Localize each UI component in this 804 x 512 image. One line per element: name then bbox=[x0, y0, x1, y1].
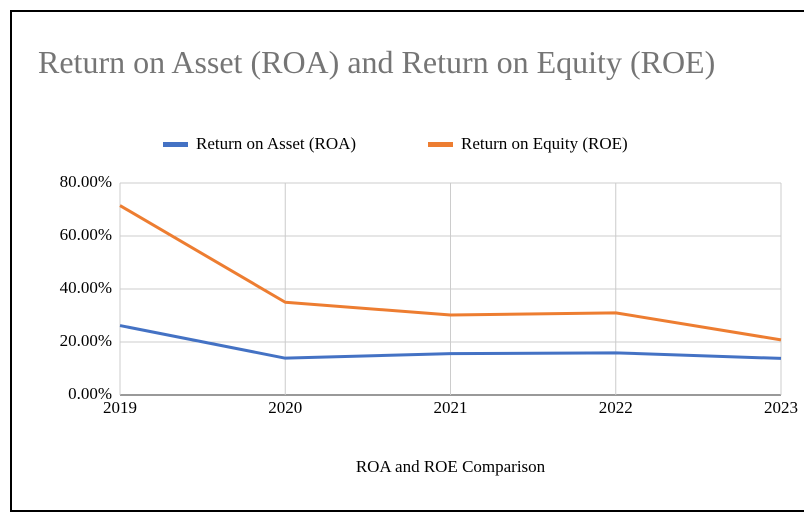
x-tick-label: 2019 bbox=[103, 398, 137, 417]
y-tick-label: 20.00% bbox=[60, 331, 112, 350]
x-tick-label: 2022 bbox=[599, 398, 633, 417]
y-tick-label: 0.00% bbox=[68, 384, 112, 403]
legend-label: Return on Asset (ROA) bbox=[196, 134, 356, 153]
x-axis-label: ROA and ROE Comparison bbox=[356, 457, 546, 476]
y-tick-label: 40.00% bbox=[60, 278, 112, 297]
legend-swatch bbox=[163, 142, 188, 147]
legend-swatch bbox=[428, 142, 453, 147]
y-tick-label: 60.00% bbox=[60, 225, 112, 244]
legend-label: Return on Equity (ROE) bbox=[461, 134, 628, 153]
y-tick-label: 80.00% bbox=[60, 172, 112, 191]
x-tick-label: 2023 bbox=[764, 398, 798, 417]
line bbox=[119, 324, 782, 360]
chart-frame bbox=[10, 10, 804, 512]
chart-title: Return on Asset (ROA) and Return on Equi… bbox=[38, 44, 716, 80]
x-tick-label: 2020 bbox=[268, 398, 302, 417]
x-tick-label: 2021 bbox=[434, 398, 468, 417]
line bbox=[119, 204, 782, 342]
